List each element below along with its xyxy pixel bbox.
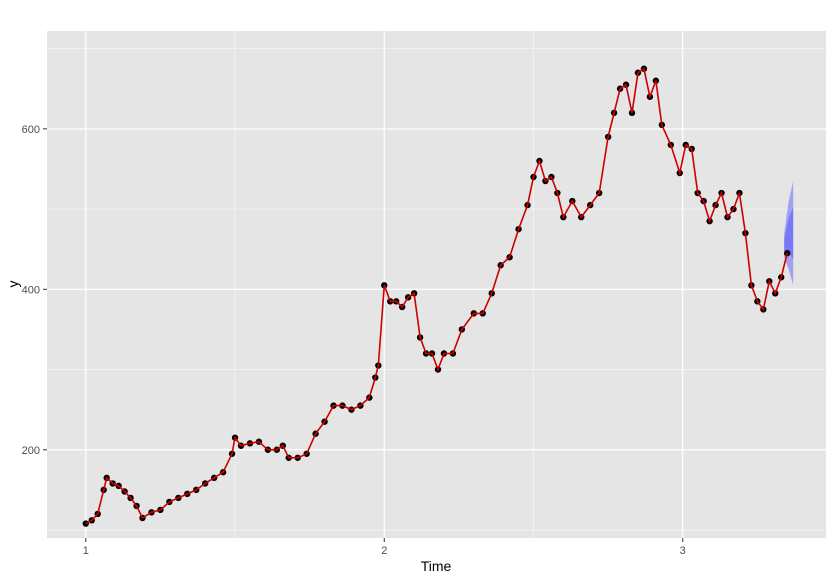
axis-ticks xyxy=(43,128,684,542)
grid-major xyxy=(47,31,826,538)
forecast-band-inner xyxy=(784,207,794,260)
x-tick-label: 2 xyxy=(381,545,387,557)
plot-panel xyxy=(47,31,826,538)
fitted-line-layer xyxy=(85,67,788,525)
x-axis-title: Time xyxy=(421,558,452,574)
x-tick-label: 1 xyxy=(83,545,89,557)
y-tick-label: 400 xyxy=(22,284,40,296)
grid-minor xyxy=(47,31,826,538)
tick-labels: 1 2 3 200 400 600 xyxy=(22,124,686,557)
fitted-line xyxy=(85,67,788,525)
y-axis-title: y xyxy=(5,281,21,288)
y-tick-label: 200 xyxy=(22,445,40,457)
x-tick-label: 3 xyxy=(680,545,686,557)
y-tick-label: 600 xyxy=(22,124,40,136)
